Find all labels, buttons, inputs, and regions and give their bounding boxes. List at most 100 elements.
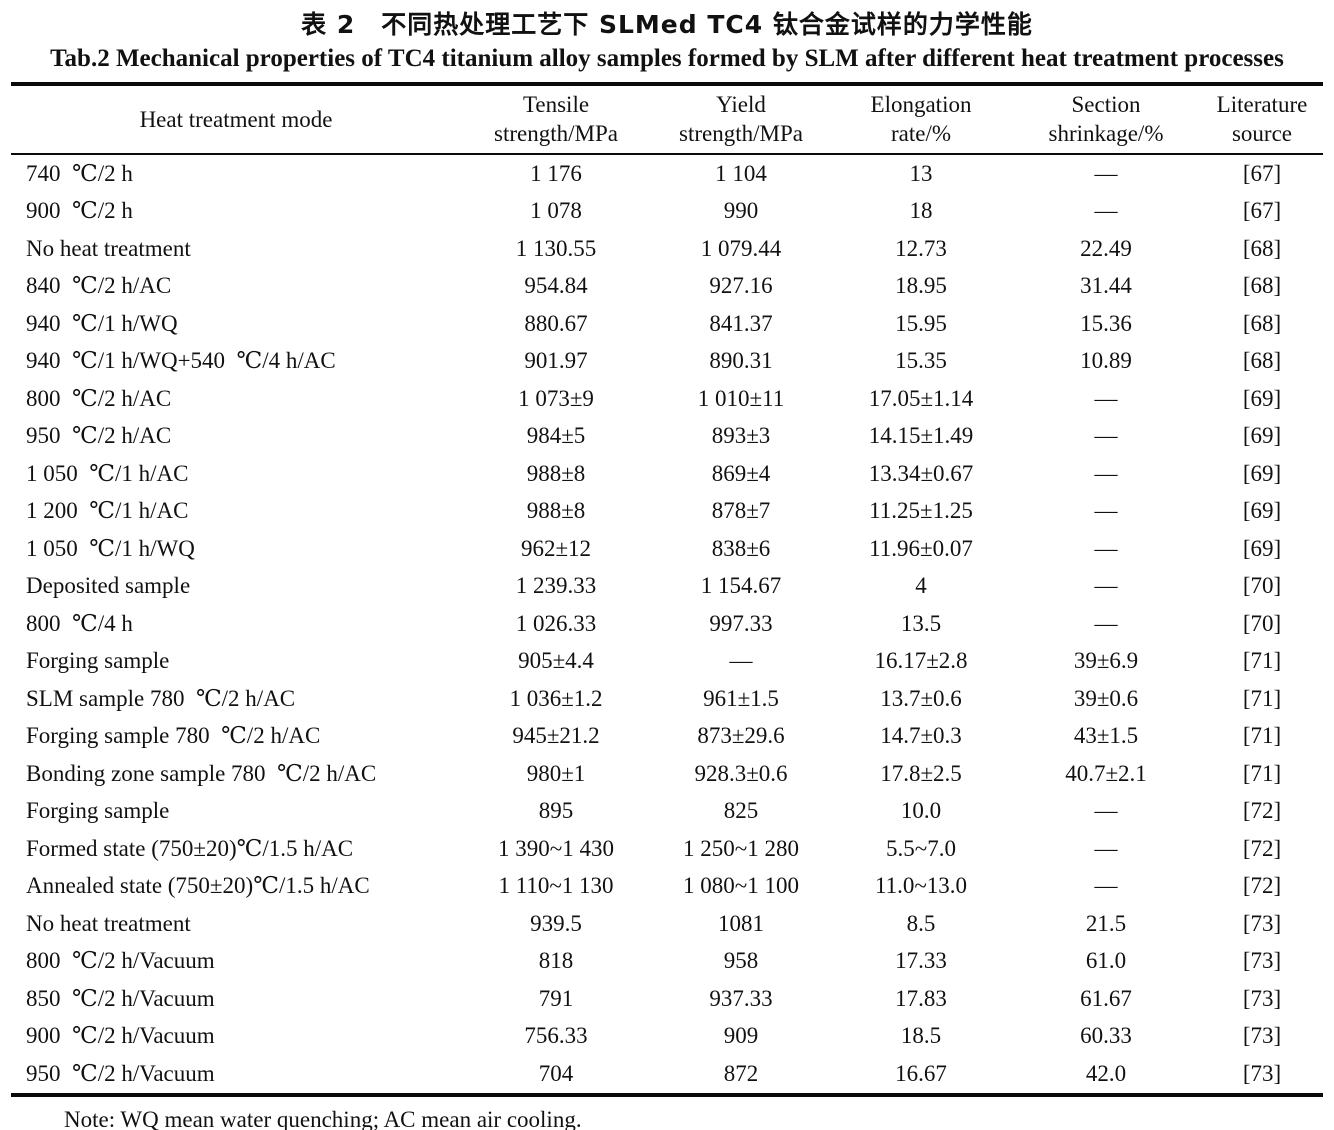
table-header-row: Heat treatment mode Tensile strength/MPa… bbox=[11, 84, 1323, 154]
cell-elongation-rate: 17.8±2.5 bbox=[880, 760, 962, 786]
table-header: Heat treatment mode Tensile strength/MPa… bbox=[11, 84, 1323, 154]
cell-section-shrinkage: 43±1.5 bbox=[1073, 723, 1139, 749]
cell-section-shrinkage: — bbox=[1094, 535, 1118, 561]
table-row: 950 ℃/2 h/AC 984±5 893±3 14.15±1.49 — [6… bbox=[11, 418, 1323, 456]
cell-literature-source: [69] bbox=[1242, 460, 1282, 486]
cell-tensile-strength: 988±8 bbox=[526, 498, 586, 524]
cell-elongation-rate: 13 bbox=[909, 160, 933, 186]
cell-elongation-rate: 13.5 bbox=[900, 610, 942, 636]
cell-literature-source: [67] bbox=[1242, 198, 1282, 224]
header-label: strength/MPa bbox=[679, 121, 803, 146]
table-body: 740 ℃/2 h 1 176 1 104 13 — [67] 900 ℃/2 … bbox=[11, 154, 1323, 1095]
table-row: 1 200 ℃/1 h/AC 988±8 878±7 11.25±1.25 — … bbox=[11, 493, 1323, 531]
header-section-shrinkage: Section shrinkage/% bbox=[1011, 84, 1201, 154]
cell-yield-strength: 838±6 bbox=[711, 535, 771, 561]
cell-tensile-strength: 954.84 bbox=[524, 273, 588, 299]
cell-heat-treatment-mode: 950 ℃/2 h/Vacuum bbox=[26, 1060, 215, 1086]
cell-literature-source: [73] bbox=[1242, 985, 1282, 1011]
cell-heat-treatment-mode: 950 ℃/2 h/AC bbox=[26, 423, 172, 449]
cell-yield-strength: 1 079.44 bbox=[700, 235, 782, 261]
mechanical-properties-table: Heat treatment mode Tensile strength/MPa… bbox=[11, 82, 1323, 1097]
table-row: Formed state (750±20)℃/1.5 h/AC 1 390~1 … bbox=[11, 830, 1323, 868]
cell-literature-source: [70] bbox=[1242, 610, 1282, 636]
cell-literature-source: [73] bbox=[1242, 1060, 1282, 1086]
cell-yield-strength: — bbox=[729, 648, 753, 674]
cell-elongation-rate: 16.17±2.8 bbox=[874, 648, 968, 674]
table-row: No heat treatment 939.5 1081 8.5 21.5 [7… bbox=[11, 905, 1323, 943]
table-row: 800 ℃/2 h/Vacuum 818 958 17.33 61.0 [73] bbox=[11, 943, 1323, 981]
header-label: source bbox=[1231, 121, 1293, 146]
cell-tensile-strength: 962±12 bbox=[520, 535, 592, 561]
cell-literature-source: [69] bbox=[1242, 535, 1282, 561]
table-row: 1 050 ℃/1 h/AC 988±8 869±4 13.34±0.67 — … bbox=[11, 455, 1323, 493]
cell-literature-source: [72] bbox=[1242, 798, 1282, 824]
cell-literature-source: [68] bbox=[1242, 273, 1282, 299]
cell-literature-source: [67] bbox=[1242, 160, 1282, 186]
cell-heat-treatment-mode: Formed state (750±20)℃/1.5 h/AC bbox=[26, 835, 354, 861]
table-row: 940 ℃/1 h/WQ 880.67 841.37 15.95 15.36 [… bbox=[11, 305, 1323, 343]
cell-yield-strength: 1 154.67 bbox=[700, 573, 782, 599]
cell-yield-strength: 1 080~1 100 bbox=[683, 873, 799, 899]
cell-yield-strength: 937.33 bbox=[709, 985, 773, 1011]
header-yield-strength: Yield strength/MPa bbox=[651, 84, 831, 154]
table-caption-english: Tab.2 Mechanical properties of TC4 titan… bbox=[50, 45, 1284, 72]
cell-tensile-strength: 988±8 bbox=[526, 460, 586, 486]
cell-section-shrinkage: 61.67 bbox=[1080, 985, 1132, 1011]
cell-yield-strength: 961±1.5 bbox=[703, 685, 779, 711]
cell-tensile-strength: 880.67 bbox=[524, 310, 588, 336]
cell-heat-treatment-mode: Forging sample bbox=[26, 798, 170, 824]
cell-elongation-rate: 5.5~7.0 bbox=[886, 835, 956, 861]
cell-tensile-strength: 1 110~1 130 bbox=[498, 873, 614, 899]
cell-elongation-rate: 4 bbox=[915, 573, 927, 599]
cell-literature-source: [68] bbox=[1242, 310, 1282, 336]
header-label: Yield bbox=[716, 92, 766, 117]
cell-section-shrinkage: — bbox=[1094, 573, 1118, 599]
cell-tensile-strength: 945±21.2 bbox=[512, 723, 600, 749]
header-label: Heat treatment mode bbox=[139, 106, 333, 132]
cell-heat-treatment-mode: 900 ℃/2 h bbox=[26, 198, 133, 224]
table-caption-chinese: 表 2 不同热处理工艺下 SLMed TC4 钛合金试样的力学性能 bbox=[301, 10, 1033, 39]
table-row: Forging sample 895 825 10.0 — [72] bbox=[11, 793, 1323, 831]
cell-tensile-strength: 1 026.33 bbox=[515, 610, 597, 636]
cell-yield-strength: 893±3 bbox=[711, 423, 771, 449]
cell-section-shrinkage: 39±0.6 bbox=[1073, 685, 1139, 711]
cell-yield-strength: 1 010±11 bbox=[697, 385, 785, 411]
cell-heat-treatment-mode: 1 050 ℃/1 h/AC bbox=[26, 460, 189, 486]
cell-section-shrinkage: 42.0 bbox=[1085, 1060, 1127, 1086]
cell-literature-source: [73] bbox=[1242, 948, 1282, 974]
cell-tensile-strength: 1 036±1.2 bbox=[509, 685, 603, 711]
header-tensile-strength: Tensile strength/MPa bbox=[461, 84, 651, 154]
cell-section-shrinkage: 39±6.9 bbox=[1073, 648, 1139, 674]
table-row: 900 ℃/2 h 1 078 990 18 — [67] bbox=[11, 193, 1323, 231]
cell-heat-treatment-mode: 840 ℃/2 h/AC bbox=[26, 273, 172, 299]
table-row: Bonding zone sample 780 ℃/2 h/AC 980±1 9… bbox=[11, 755, 1323, 793]
cell-yield-strength: 1081 bbox=[718, 910, 764, 936]
table-row: No heat treatment 1 130.55 1 079.44 12.7… bbox=[11, 230, 1323, 268]
cell-elongation-rate: 15.95 bbox=[895, 310, 947, 336]
cell-yield-strength: 841.37 bbox=[709, 310, 773, 336]
cell-heat-treatment-mode: Deposited sample bbox=[26, 573, 191, 599]
cell-section-shrinkage: — bbox=[1094, 873, 1118, 899]
cell-literature-source: [69] bbox=[1242, 498, 1282, 524]
cell-literature-source: [68] bbox=[1242, 348, 1282, 374]
cell-heat-treatment-mode: Forging sample 780 ℃/2 h/AC bbox=[26, 723, 321, 749]
header-label: Literature bbox=[1216, 92, 1308, 117]
cell-yield-strength: 890.31 bbox=[709, 348, 773, 374]
cell-literature-source: [71] bbox=[1242, 648, 1282, 674]
cell-literature-source: [70] bbox=[1242, 573, 1282, 599]
cell-elongation-rate: 10.0 bbox=[900, 798, 942, 824]
cell-elongation-rate: 17.83 bbox=[895, 985, 947, 1011]
cell-elongation-rate: 13.7±0.6 bbox=[880, 685, 962, 711]
cell-section-shrinkage: — bbox=[1094, 460, 1118, 486]
cell-tensile-strength: 1 176 bbox=[530, 160, 582, 186]
cell-heat-treatment-mode: 1 200 ℃/1 h/AC bbox=[26, 498, 189, 524]
cell-section-shrinkage: — bbox=[1094, 160, 1118, 186]
cell-yield-strength: 878±7 bbox=[711, 498, 771, 524]
cell-tensile-strength: 1 239.33 bbox=[515, 573, 597, 599]
cell-elongation-rate: 11.0~13.0 bbox=[874, 873, 968, 899]
cell-heat-treatment-mode: 940 ℃/1 h/WQ+540 ℃/4 h/AC bbox=[26, 348, 336, 374]
cell-literature-source: [71] bbox=[1242, 685, 1282, 711]
cell-section-shrinkage: — bbox=[1094, 423, 1118, 449]
cell-section-shrinkage: — bbox=[1094, 835, 1118, 861]
